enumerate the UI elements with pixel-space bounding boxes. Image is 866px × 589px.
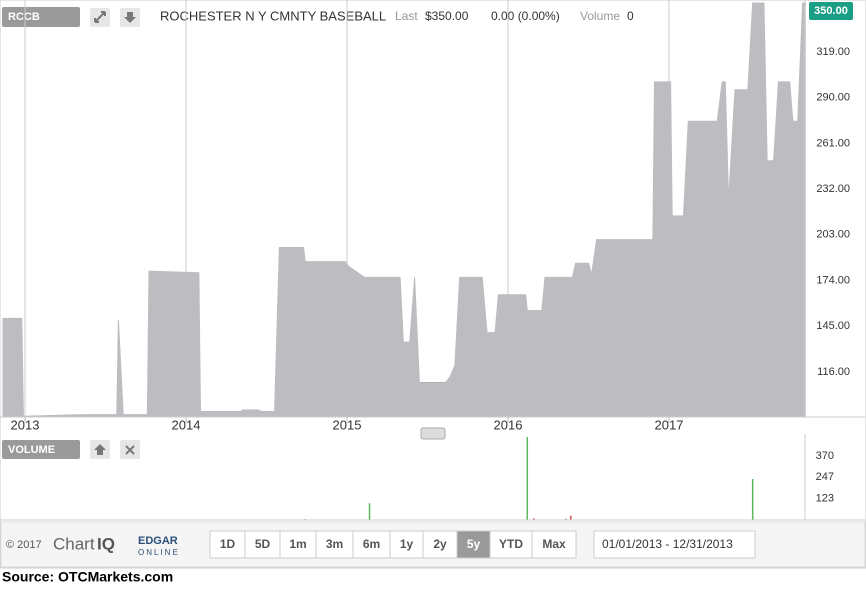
range-button[interactable] — [531, 530, 577, 559]
expand-icon — [94, 11, 106, 23]
range-button[interactable] — [422, 530, 458, 559]
symbol: RCCB — [8, 11, 40, 23]
volume-bar — [565, 518, 567, 520]
last-label: Last — [395, 9, 418, 23]
range-button-label: 5D — [255, 537, 271, 551]
volume-title: VOLUME — [8, 444, 55, 456]
range-button-label: 3m — [326, 537, 343, 551]
source: Source: OTCMarkets.com — [2, 569, 173, 585]
range-button[interactable] — [352, 530, 391, 559]
company: ROCHESTER N Y CMNTY BASEBALL — [160, 8, 386, 23]
x-tick-label: 2016 — [494, 417, 523, 432]
range-button[interactable] — [244, 530, 281, 559]
symbol-box — [2, 7, 80, 27]
volume-label-box — [2, 440, 80, 459]
area-fill — [2, 3, 806, 417]
range-button[interactable] — [456, 530, 491, 559]
logo-edgar: EDGAR — [138, 535, 178, 547]
y-tick-label: 261.00 — [816, 137, 850, 149]
y-tick-label: 116.00 — [817, 366, 850, 378]
range-button-label: 1y — [400, 537, 414, 551]
logo-chart: Chart — [53, 534, 95, 553]
date-range: 01/01/2013 - 12/31/2013 — [602, 537, 733, 551]
range-button[interactable] — [489, 530, 533, 559]
splitter-handle[interactable] — [420, 427, 446, 440]
range-button-label: YTD — [499, 537, 523, 551]
range-button-label: 6m — [363, 537, 380, 551]
logo-iq: IQ — [97, 534, 115, 553]
volume-bar — [532, 518, 535, 520]
y-tick-label: 232.00 — [816, 183, 850, 195]
y-tick-label: 319.00 — [816, 46, 850, 58]
last-price: $350.00 — [425, 9, 469, 23]
volume-bar — [368, 503, 371, 520]
x-tick-label: 2017 — [655, 417, 684, 432]
download-icon — [124, 12, 136, 23]
x-tick-label: 2015 — [333, 417, 362, 432]
y-tick-label: 290.00 — [816, 92, 850, 104]
y-tick-label: 145.00 — [816, 320, 850, 332]
y-tick-label: 174.00 — [816, 274, 850, 286]
price-line — [2, 2, 806, 417]
range-button-label: 2y — [433, 537, 447, 551]
y-tick-label: 203.00 — [816, 229, 850, 241]
copyright: © 2017 — [6, 539, 42, 551]
range-button[interactable] — [315, 530, 354, 559]
up-icon — [94, 444, 106, 455]
close-icon — [125, 445, 135, 455]
date-input[interactable] — [593, 530, 756, 559]
volume-value: 0 — [627, 9, 634, 23]
range-button-label: 5y — [467, 537, 481, 551]
y-tick-label: 247 — [816, 471, 834, 483]
logo-online: ONLINE — [138, 548, 180, 557]
range-button-label: Max — [542, 537, 566, 551]
x-tick-label: 2014 — [172, 417, 201, 432]
volume-bar — [570, 515, 572, 520]
volume-bar — [526, 437, 529, 520]
y-tick-label: 123 — [816, 493, 834, 505]
volume-bar — [751, 479, 754, 520]
change: 0.00 (0.00%) — [491, 9, 560, 23]
range-button[interactable] — [209, 530, 246, 559]
price-tag: 350.00 — [814, 5, 848, 17]
price-tag-box — [809, 2, 853, 20]
x-tick-label: 2013 — [11, 417, 40, 432]
range-button-label: 1m — [289, 537, 306, 551]
range-button[interactable] — [279, 530, 317, 559]
volume-label: Volume — [580, 9, 620, 23]
range-button[interactable] — [389, 530, 424, 559]
y-tick-label: 370 — [816, 450, 834, 462]
range-button-label: 1D — [220, 537, 236, 551]
